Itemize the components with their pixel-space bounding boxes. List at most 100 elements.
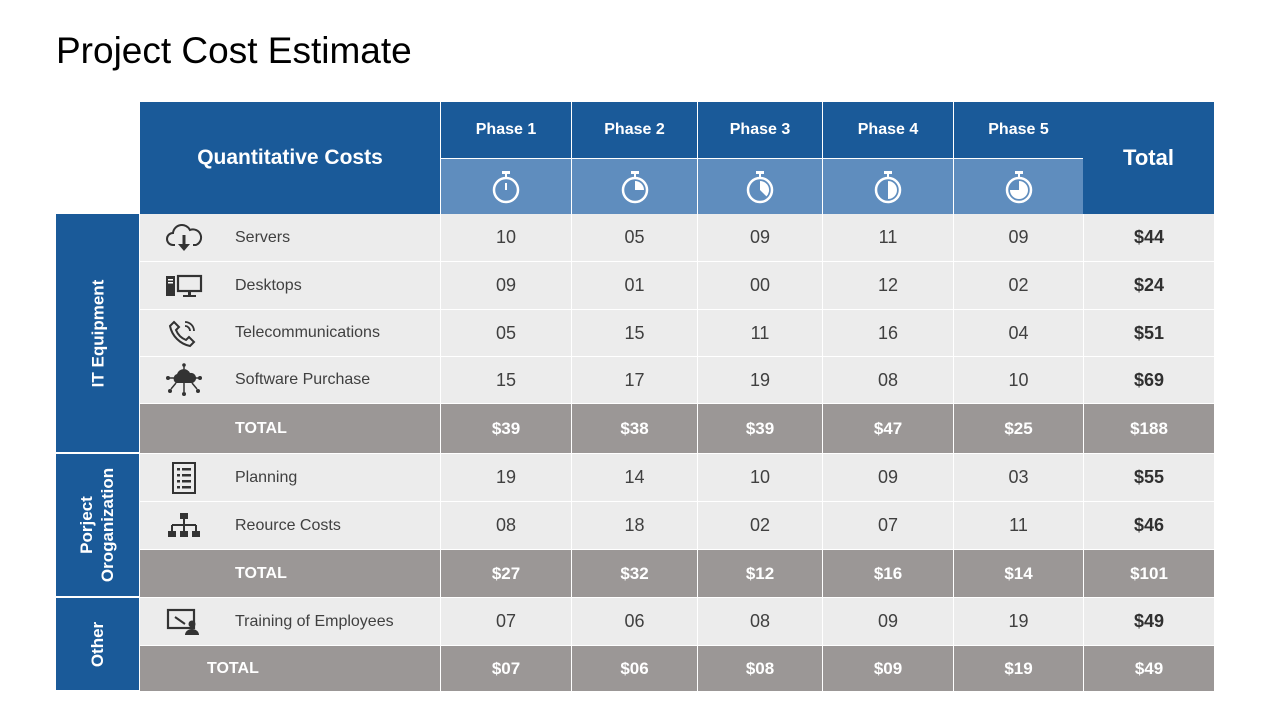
cloud-download-icon [166, 223, 203, 251]
table-cell: 01 [571, 262, 697, 309]
row-label: Telecommunications [235, 324, 380, 341]
phase-1-icon-cell [440, 158, 571, 214]
table-cell: 03 [953, 454, 1083, 501]
table-cell: 16 [822, 310, 953, 356]
table-cell: 09 [697, 214, 822, 261]
table-row: Reource Costs 08 18 02 07 11 $46 [140, 502, 1214, 550]
table-row: Software Purchase 15 17 19 08 10 $69 [140, 357, 1214, 404]
table-cell: 09 [440, 262, 571, 309]
stopwatch-quarter-icon [621, 170, 648, 203]
grand-total-cell: $188 [1083, 404, 1214, 453]
group-total-row: TOTAL $27 $32 $12 $16 $14 $101 [140, 550, 1214, 598]
table-cell: $19 [953, 646, 1083, 691]
table-cell: 02 [697, 502, 822, 549]
phone-ringing-icon [168, 320, 196, 348]
total-label: TOTAL [207, 659, 259, 677]
table-cell: 19 [697, 357, 822, 403]
table-row: Planning 19 14 10 09 03 $55 [140, 454, 1214, 502]
phase-3-icon-cell [697, 158, 822, 214]
group-total-row: TOTAL $07 $06 $08 $09 $19 $49 [140, 646, 1214, 692]
table-cell: 00 [697, 262, 822, 309]
table-cell: 19 [953, 598, 1083, 645]
table-cell: $25 [953, 404, 1083, 453]
table-cell: 05 [571, 214, 697, 261]
row-label: Servers [235, 228, 291, 246]
table-cell: $09 [822, 646, 953, 691]
table-cell: 05 [440, 310, 571, 356]
stopwatch-three-quarter-icon [1005, 170, 1032, 203]
table-cell: $27 [440, 550, 571, 597]
table-cell: 11 [822, 214, 953, 261]
stopwatch-half-icon [874, 170, 902, 203]
table-cell: $12 [697, 550, 822, 597]
phase-2-header: Phase 2 [571, 102, 697, 158]
page-title: Project Cost Estimate [56, 30, 412, 71]
row-label: Software Purchase [235, 371, 371, 388]
grand-total-cell: $101 [1083, 550, 1214, 597]
desktop-computer-icon [166, 274, 203, 297]
row-label: Planning [235, 468, 298, 486]
table-cell: 02 [953, 262, 1083, 309]
table-cell: 08 [440, 502, 571, 549]
table-cell: 09 [822, 598, 953, 645]
phase-1-header: Phase 1 [440, 102, 571, 158]
table-cell: 04 [953, 310, 1083, 356]
table-cell: 19 [440, 454, 571, 501]
table-cell: 12 [822, 262, 953, 309]
group-label-it-equipment: IT Equipment [56, 214, 139, 454]
phase-5-icon-cell [953, 158, 1083, 214]
table-row: Training of Employees 07 06 08 09 19 $49 [140, 598, 1214, 646]
table-cell: $32 [571, 550, 697, 597]
table-row: Servers 10 05 09 11 09 $44 [140, 214, 1214, 262]
group-label-text: Porject Oroganization [77, 468, 119, 582]
grand-total-cell: $49 [1083, 646, 1214, 691]
group-label-project-organization: Porject Oroganization [56, 454, 139, 598]
table-cell: 09 [822, 454, 953, 501]
table-row: Telecommunications 05 15 11 16 04 $51 [140, 310, 1214, 357]
row-label: Training of Employees [235, 612, 394, 630]
table-cell: $06 [571, 646, 697, 691]
table-cell: $08 [697, 646, 822, 691]
table-cell: 15 [440, 357, 571, 403]
table-cell: 14 [571, 454, 697, 501]
table-cell: 11 [953, 502, 1083, 549]
row-total-cell: $24 [1083, 262, 1214, 309]
table-cell: 15 [571, 310, 697, 356]
phase-4-header: Phase 4 [822, 102, 953, 158]
table-cell: $39 [697, 404, 822, 453]
group-label-line: Porject [77, 496, 97, 554]
total-label: TOTAL [235, 564, 287, 582]
row-label: Desktops [235, 276, 302, 294]
table-cell: 10 [440, 214, 571, 261]
org-chart-icon [168, 512, 200, 537]
table-row: Desktops 09 01 00 12 02 $24 [140, 262, 1214, 310]
presentation-user-icon [166, 608, 199, 635]
quantitative-costs-header: Quantitative Costs [140, 102, 440, 214]
group-label-text: IT Equipment [88, 279, 108, 387]
table-cell: $14 [953, 550, 1083, 597]
cloud-network-icon [166, 363, 202, 396]
table-cell: 10 [697, 454, 822, 501]
row-label: Reource Costs [235, 516, 341, 534]
row-total-cell: $46 [1083, 502, 1214, 549]
table-cell: 09 [953, 214, 1083, 261]
row-total-cell: $69 [1083, 357, 1214, 403]
table-cell: 08 [822, 357, 953, 403]
phase-2-icon-cell [571, 158, 697, 214]
table-cell: 17 [571, 357, 697, 403]
row-total-cell: $49 [1083, 598, 1214, 645]
phase-5-header: Phase 5 [953, 102, 1083, 158]
table-cell: $38 [571, 404, 697, 453]
table-cell: 06 [571, 598, 697, 645]
table-cell: $16 [822, 550, 953, 597]
phase-4-icon-cell [822, 158, 953, 214]
row-total-cell: $55 [1083, 454, 1214, 501]
table-cell: 18 [571, 502, 697, 549]
table-cell: 11 [697, 310, 822, 356]
table-cell: $07 [440, 646, 571, 691]
group-label-other: Other [56, 598, 139, 692]
row-total-cell: $51 [1083, 310, 1214, 356]
table-cell: 08 [697, 598, 822, 645]
phase-3-header: Phase 3 [697, 102, 822, 158]
checklist-icon [172, 461, 196, 494]
